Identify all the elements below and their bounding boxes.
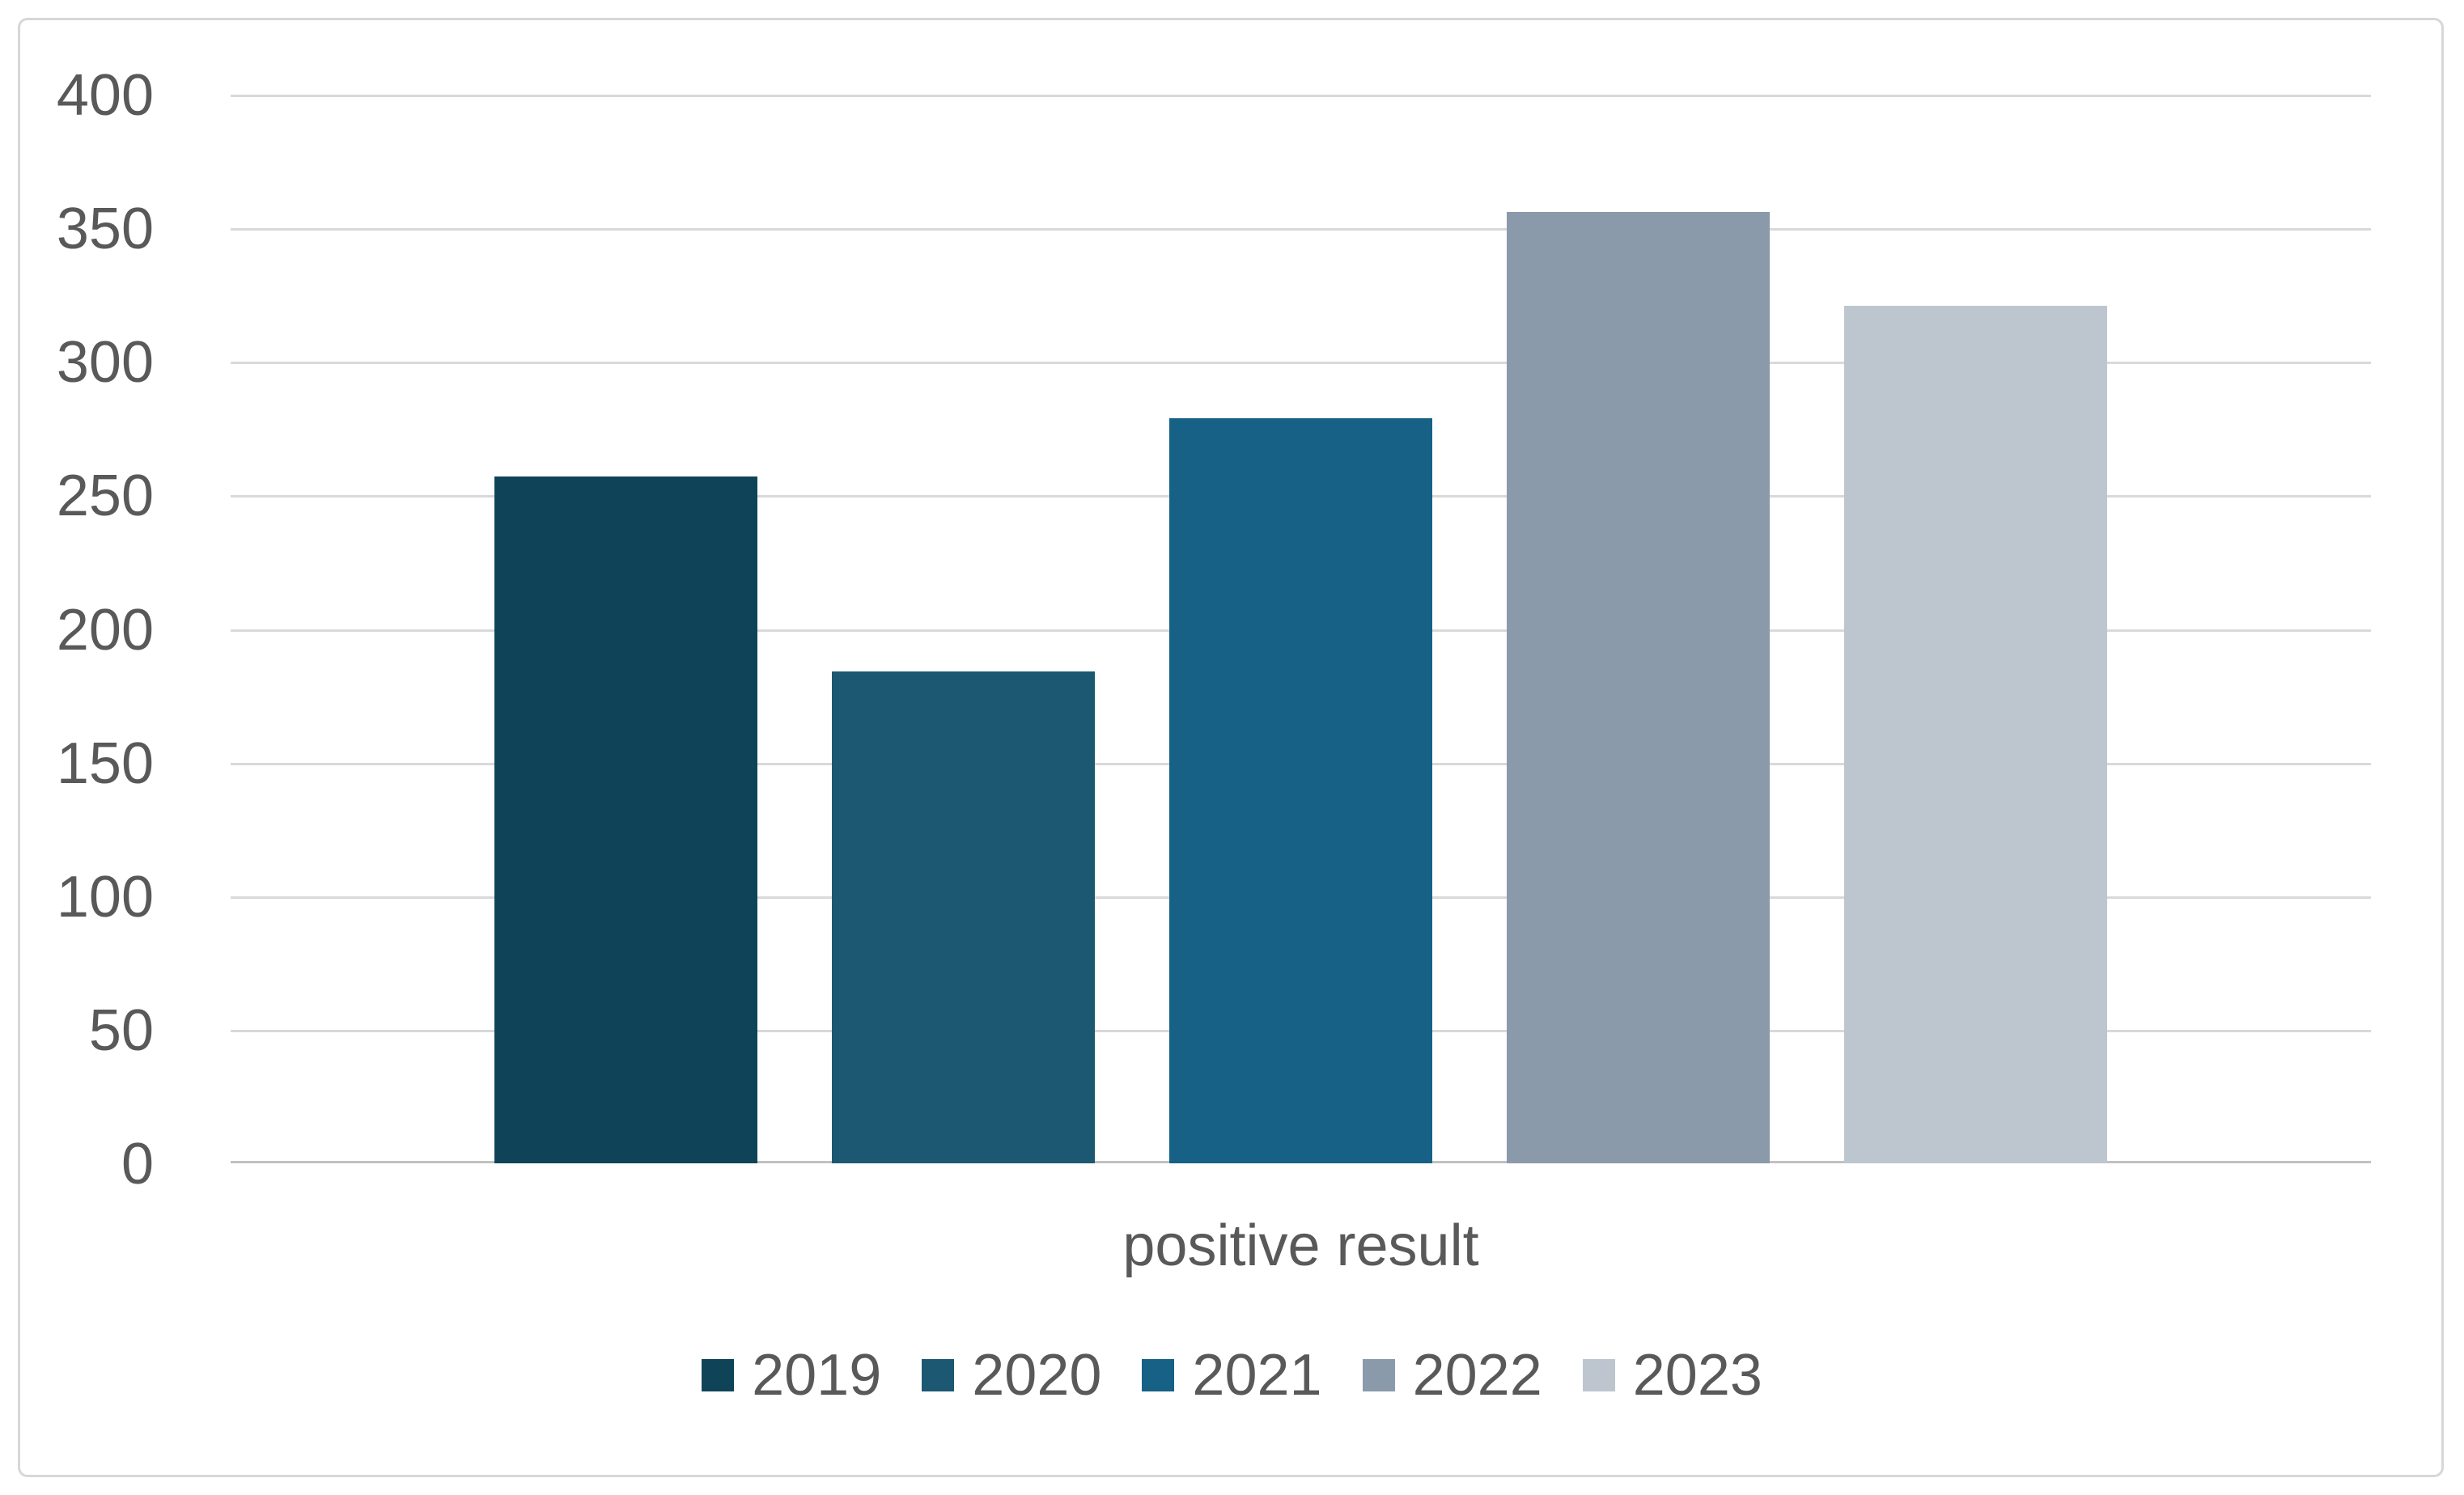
legend-item-2021[interactable]: 2021 [1142, 1341, 1322, 1409]
legend-swatch-2020 [922, 1359, 955, 1391]
plot-area [231, 95, 2371, 1163]
legend-swatch-2022 [1362, 1359, 1395, 1391]
category-label: positive result [1122, 1213, 1479, 1278]
legend-item-2023[interactable]: 2023 [1582, 1341, 1762, 1409]
y-tick-label-200: 200 [56, 598, 154, 663]
legend-swatch-2023 [1582, 1359, 1615, 1391]
y-tick-label-300: 300 [56, 330, 154, 395]
legend-label-2022: 2022 [1412, 1343, 1542, 1408]
gridline-350 [231, 228, 2371, 231]
legend-item-2020[interactable]: 2020 [922, 1341, 1101, 1409]
bar-2019[interactable] [494, 476, 757, 1163]
bar-2020[interactable] [832, 671, 1095, 1163]
gridline-400 [231, 95, 2371, 97]
legend-swatch-2019 [702, 1359, 735, 1391]
y-tick-label-150: 150 [56, 731, 154, 796]
legend-swatch-2021 [1142, 1359, 1175, 1391]
y-tick-label-100: 100 [56, 865, 154, 930]
gridline-300 [231, 362, 2371, 364]
y-tick-label-350: 350 [56, 197, 154, 261]
bar-group [231, 95, 2371, 1163]
legend-label-2021: 2021 [1192, 1343, 1322, 1408]
bar-2021[interactable] [1169, 418, 1432, 1163]
bar-2023[interactable] [1844, 306, 2107, 1163]
y-tick-label-0: 0 [121, 1132, 154, 1196]
legend-item-2019[interactable]: 2019 [702, 1341, 881, 1409]
y-tick-label-250: 250 [56, 464, 154, 528]
legend-label-2020: 2020 [972, 1343, 1102, 1408]
y-tick-label-400: 400 [56, 63, 154, 128]
legend-item-2022[interactable]: 2022 [1362, 1341, 1542, 1409]
y-tick-label-50: 50 [88, 998, 154, 1063]
legend-label-2019: 2019 [752, 1343, 882, 1408]
legend: 2019 2020 2021 2022 2023 [0, 1339, 2464, 1412]
legend-label-2023: 2023 [1632, 1343, 1762, 1408]
bar-2022[interactable] [1507, 212, 1770, 1163]
